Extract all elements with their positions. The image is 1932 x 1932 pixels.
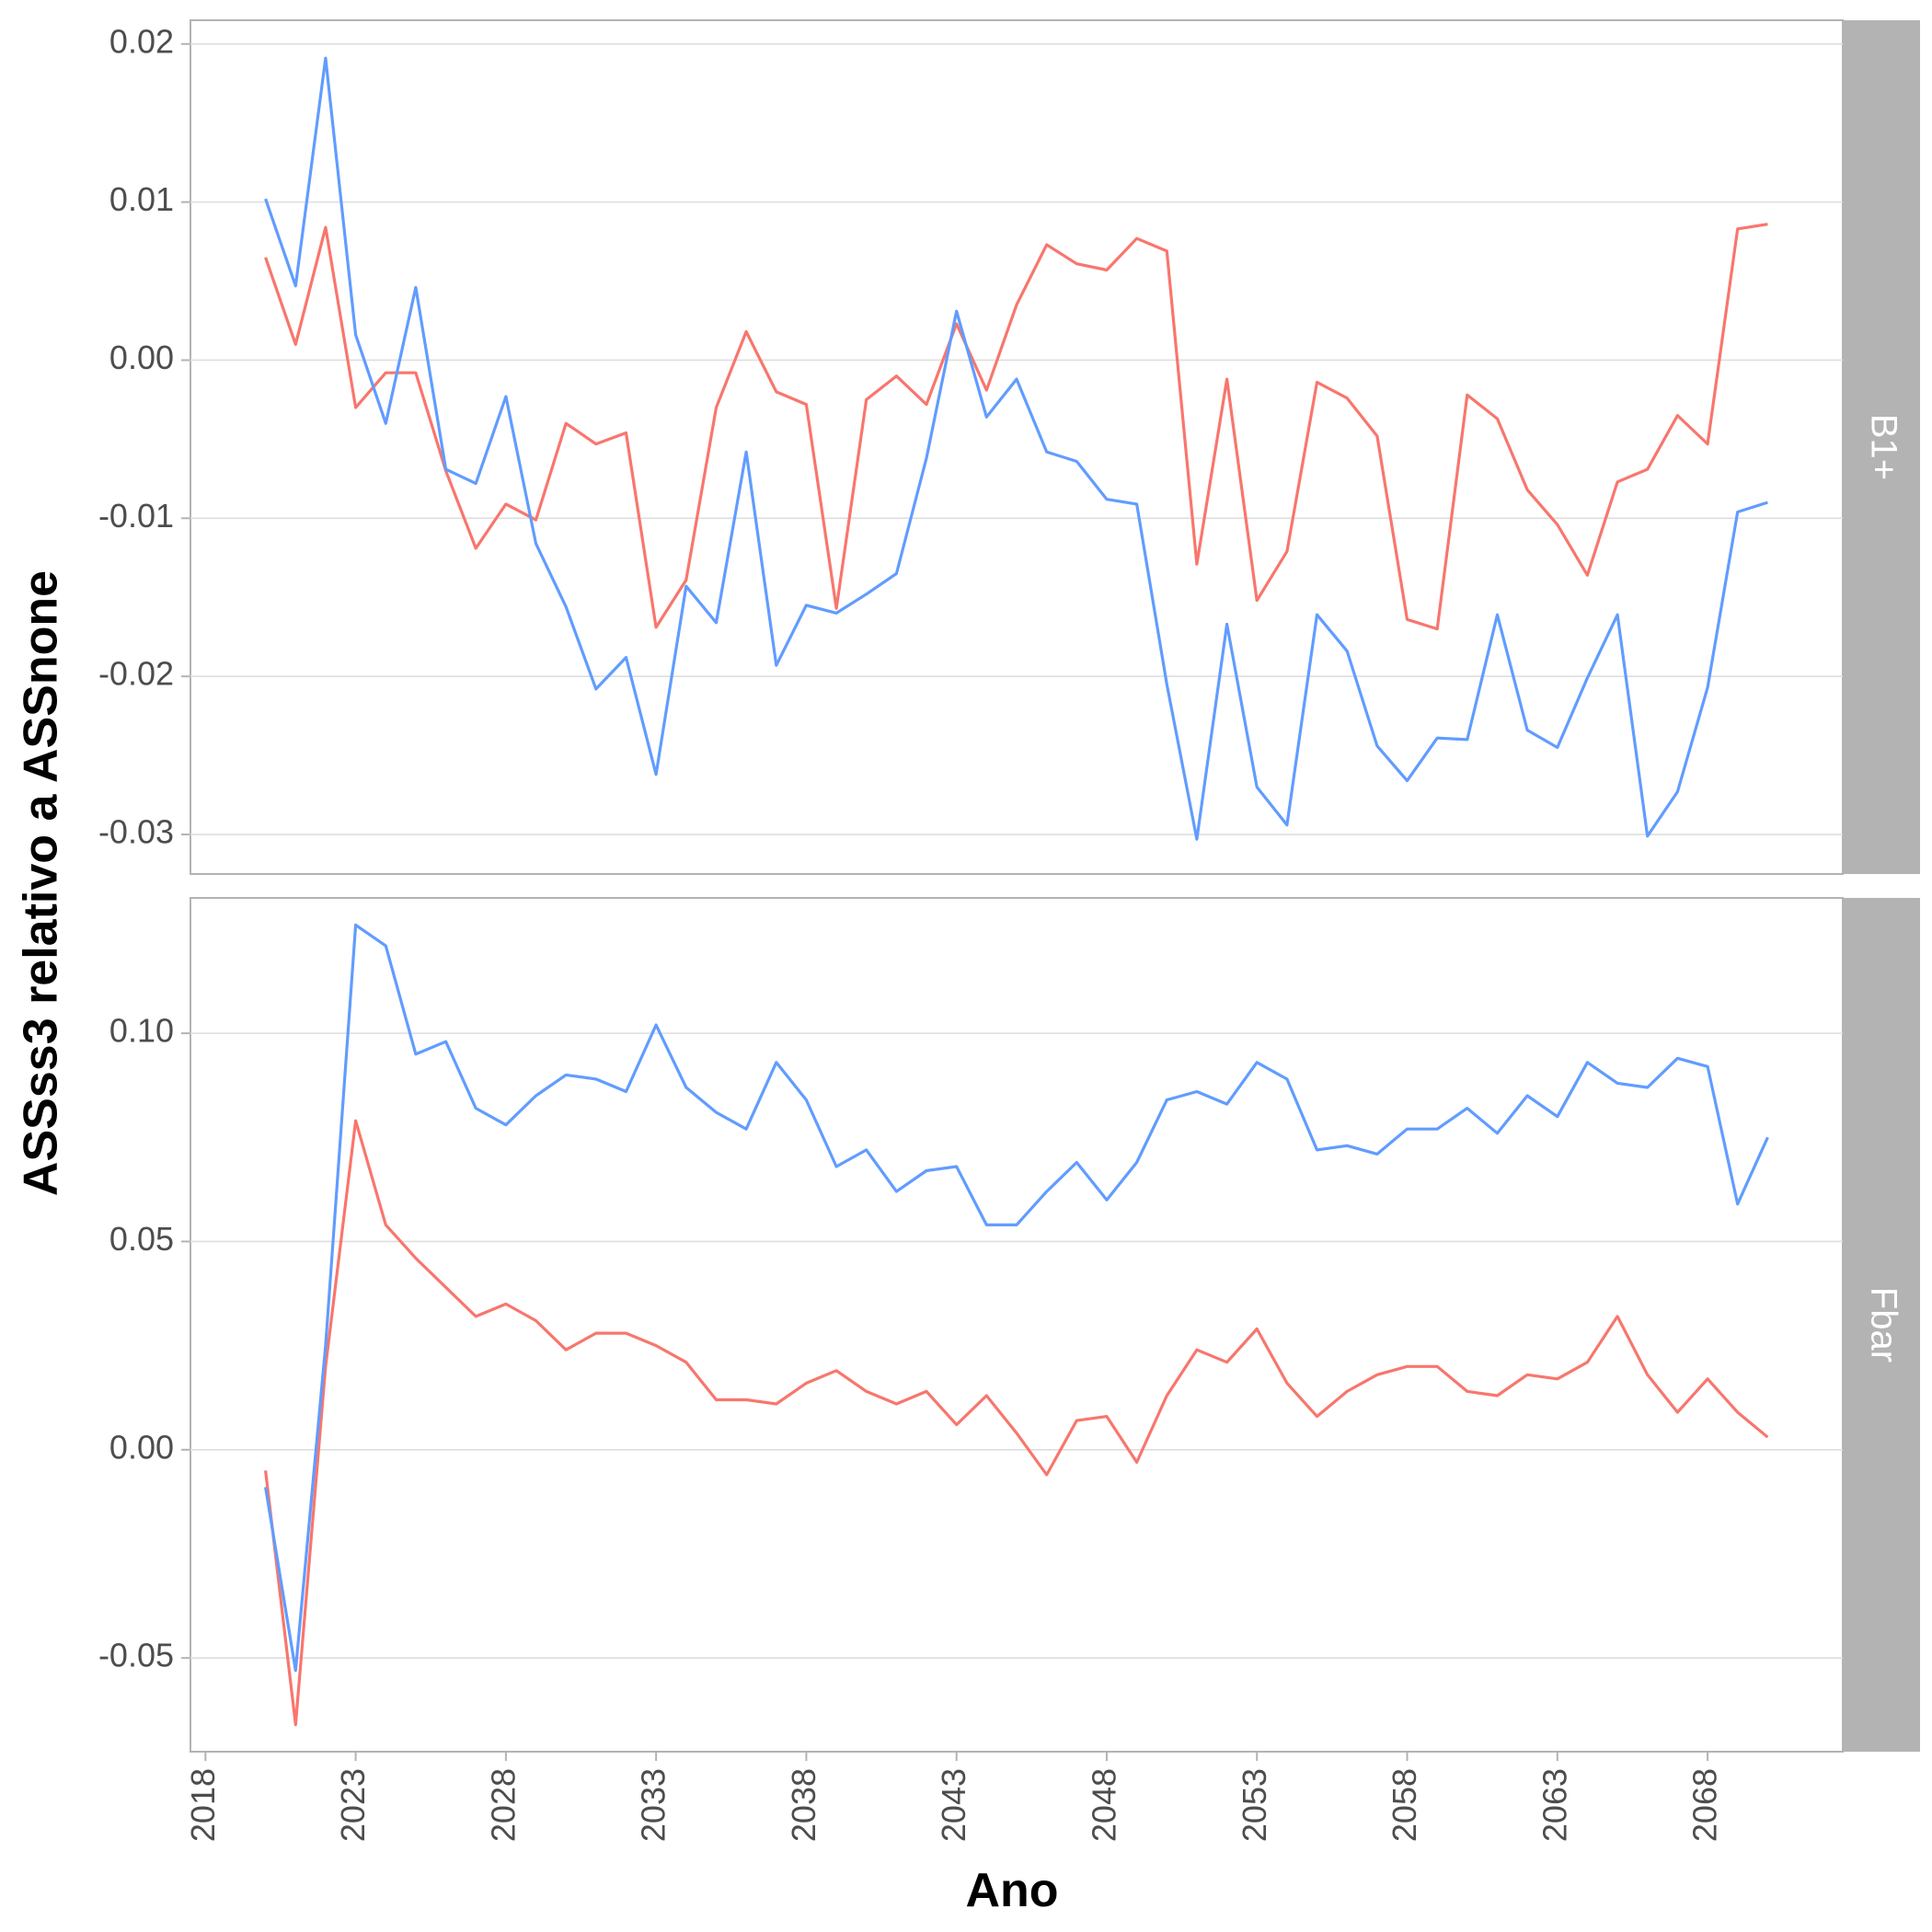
y-tick-label: -0.03 xyxy=(98,813,174,851)
panel-background xyxy=(190,897,1844,1753)
panel-fbar: -0.05 0.00 0.05 0.10 Fbar xyxy=(98,897,1920,1753)
x-axis: 2018 2023 2028 2033 2038 2043 2048 2053 2058 2063… xyxy=(184,1752,1724,1842)
y-axis-title: ASSss3 relativo a ASSnone xyxy=(15,570,68,1196)
series-line-1 xyxy=(264,223,1768,631)
y-tick-label: 0.10 xyxy=(109,1012,174,1050)
y-tick-label: 0.05 xyxy=(109,1220,174,1258)
series-line-2 xyxy=(264,56,1768,841)
x-tick-label: 2053 xyxy=(1236,1768,1273,1842)
x-tick-label: 2058 xyxy=(1386,1768,1423,1842)
x-tick-label: 2018 xyxy=(184,1768,222,1842)
x-tick-label: 2028 xyxy=(484,1768,522,1842)
facet-strip xyxy=(1843,20,1920,874)
facet-strip-label: B1+ xyxy=(1863,414,1903,480)
facet-strip-label: Fbar xyxy=(1863,1287,1903,1363)
series-line-2 xyxy=(264,923,1769,1673)
x-tick-label: 2043 xyxy=(935,1768,972,1842)
y-tick-label: 0.00 xyxy=(109,1428,174,1466)
facet-strip xyxy=(1843,898,1920,1752)
panel-background xyxy=(190,19,1844,875)
y-tick-label: -0.05 xyxy=(98,1637,174,1674)
y-tick-label: -0.02 xyxy=(98,655,174,693)
y-tick-label: 0.01 xyxy=(109,180,174,218)
y-tick-label: 0.00 xyxy=(109,339,174,376)
x-tick-label: 2048 xyxy=(1085,1768,1122,1842)
series-line-1 xyxy=(264,1119,1769,1727)
x-tick-label: 2023 xyxy=(334,1768,372,1842)
panel-b1-: -0.03 -0.02 -0.01 0.00 0.01 0.02 B1+ xyxy=(98,19,1920,875)
y-tick-label: -0.01 xyxy=(98,497,174,535)
x-tick-label: 2068 xyxy=(1686,1768,1724,1842)
x-tick-label: 2033 xyxy=(635,1768,673,1842)
x-tick-label: 2063 xyxy=(1535,1768,1573,1842)
y-tick-label: 0.02 xyxy=(109,22,174,60)
x-tick-label: 2038 xyxy=(785,1768,822,1842)
x-axis-title: Ano xyxy=(965,1864,1058,1917)
